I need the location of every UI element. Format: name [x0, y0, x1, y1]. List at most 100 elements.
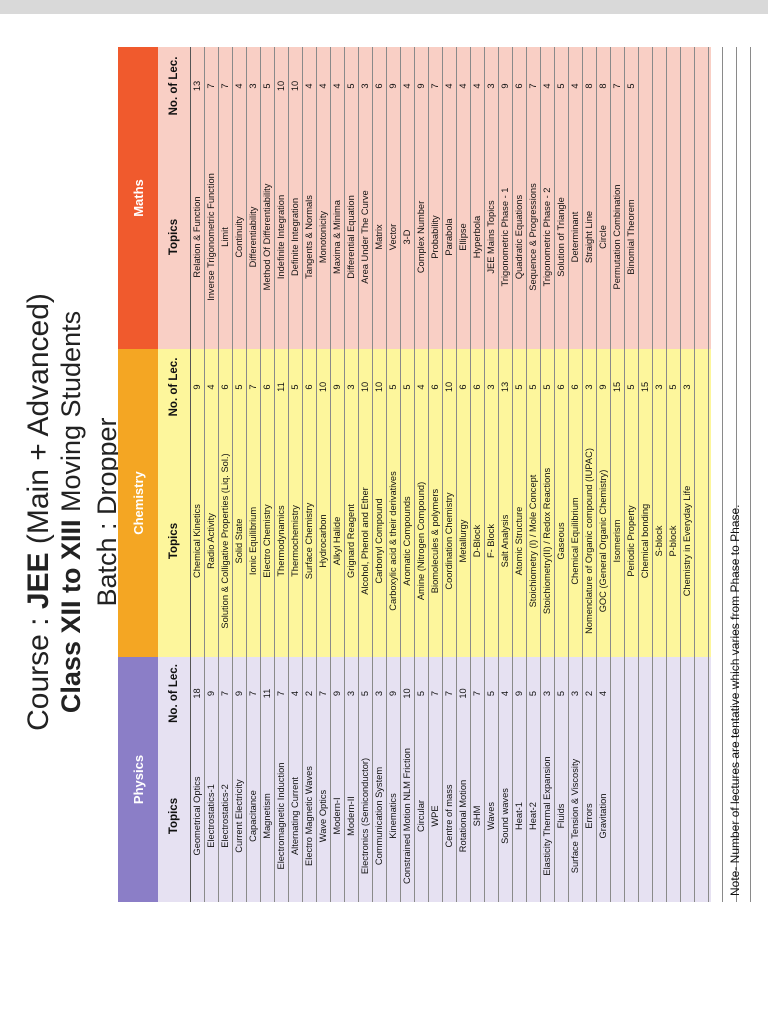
- chemistry-lectures-cell: 5: [290, 384, 300, 390]
- physics-table-row: Errors 2: [583, 657, 597, 902]
- chemistry-topic-cell: Alcohol, Phenol and Ether: [360, 487, 370, 595]
- physics-table-row: Modern-I 9: [331, 657, 345, 902]
- chemistry-table-row: Stoichiometry(II) / Redox Reactions 5: [541, 349, 555, 657]
- chemistry-lectures-cell: 3: [654, 384, 664, 390]
- chemistry-table-row: [709, 349, 723, 657]
- chemistry-lectures-cell: 5: [626, 384, 636, 390]
- maths-table-row: Inverse Trigonometric Function 7: [205, 47, 219, 349]
- maths-table-row: Quadratic Equations 6: [513, 47, 527, 349]
- chemistry-lectures-cell: 10: [318, 381, 328, 393]
- maths-lectures-cell: 6: [374, 83, 384, 89]
- maths-table-row: Relation & Function 13: [191, 47, 205, 349]
- maths-topic-cell: 3-D: [402, 229, 412, 245]
- chemistry-table-row: F- Block 3: [485, 349, 499, 657]
- physics-table-row: Kinematics 9: [387, 657, 401, 902]
- physics-table-row: [709, 657, 723, 902]
- maths-topic-cell: Indefinite Integration: [276, 194, 286, 280]
- chemistry-table-row: [695, 349, 709, 657]
- maths-topic-cell: Method Of Differentiability: [262, 183, 272, 291]
- chemistry-topic-cell: Carbonyl Compound: [374, 498, 384, 584]
- physics-table-row: [681, 657, 695, 902]
- chemistry-lectures-cell: 6: [220, 384, 230, 390]
- physics-lectures-cell: 2: [304, 690, 314, 697]
- physics-topic-cell: Geometrical Optics: [192, 776, 202, 856]
- chemistry-topic-cell: Metallurgy: [458, 519, 468, 563]
- chemistry-table-row: Radio Activity 4: [205, 349, 219, 657]
- physics-topic-cell: Surface Tension & Viscosity: [570, 758, 580, 874]
- physics-table-row: Communication System 3: [373, 657, 387, 902]
- course-name: JEE: [22, 552, 55, 610]
- maths-topic-cell: Continuity: [234, 216, 244, 258]
- chemistry-table-row: D-Block 6: [471, 349, 485, 657]
- maths-panel: Maths Topics No. of Lec. Relation & Func…: [118, 47, 751, 349]
- physics-topic-cell: Waves: [486, 801, 496, 831]
- physics-topic-cell: Errors: [584, 803, 594, 829]
- chemistry-topic-cell: Solid State: [234, 518, 244, 564]
- maths-lectures-cell: 8: [598, 83, 608, 89]
- chemistry-table-row: Chemical Equilibrium 6: [569, 349, 583, 657]
- maths-topic-cell: Monotonicity: [318, 210, 328, 264]
- maths-table-row: 3-D 4: [401, 47, 415, 349]
- chemistry-topic-cell: Radio Activity: [206, 513, 216, 569]
- chemistry-table-row: Hydrocarbon 10: [317, 349, 331, 657]
- physics-topics-header: Topics: [168, 797, 180, 835]
- maths-column-headers: Topics No. of Lec.: [158, 47, 191, 349]
- chemistry-table-row: Stoichiometry (I) / Mole Concept 5: [527, 349, 541, 657]
- physics-topic-cell: Sound waves: [500, 788, 510, 844]
- chemistry-topic-cell: Amine (Nitrogen Compound): [416, 481, 426, 601]
- physics-table-row: Capacitance 7: [247, 657, 261, 902]
- physics-topic-cell: Electronics (Semiconductor): [360, 757, 370, 875]
- chemistry-lectures-cell: 9: [598, 384, 608, 390]
- maths-topic-cell: Parabola: [444, 218, 454, 256]
- maths-lectures-cell: 4: [458, 83, 468, 89]
- maths-lectures-cell: 5: [262, 83, 272, 89]
- maths-topic-cell: Relation & Function: [192, 196, 202, 278]
- physics-rows: Geometrical Optics 18 Electrostatics-1 9 Ele…: [191, 657, 751, 902]
- physics-lectures-cell: 7: [318, 690, 328, 697]
- chemistry-topic-cell: Electro Chemistry: [262, 504, 272, 578]
- maths-table-row: Limit 7: [219, 47, 233, 349]
- maths-lectures-cell: 9: [388, 83, 398, 89]
- chemistry-table-row: Carbonyl Compound 10: [373, 349, 387, 657]
- chemistry-table-row: Solution & Colligative Properties (Liq. …: [219, 349, 233, 657]
- chemistry-table-row: Amine (Nitrogen Compound) 4: [415, 349, 429, 657]
- maths-lectures-cell: 10: [290, 80, 300, 92]
- physics-table-row: Alternating Current 4: [289, 657, 303, 902]
- physics-table-row: Electrostatics-1 9: [205, 657, 219, 902]
- maths-topic-cell: Sequence & Progressions: [528, 183, 538, 291]
- chemistry-topic-cell: Gaseous: [556, 522, 566, 560]
- chemistry-table-row: Metallurgy 6: [457, 349, 471, 657]
- maths-lectures-cell: 7: [430, 83, 440, 89]
- physics-table-row: [611, 657, 625, 902]
- maths-table-row: Differentiability 3: [247, 47, 261, 349]
- physics-table-row: Sound waves 4: [499, 657, 513, 902]
- chemistry-table-row: Alkyl Halide 9: [331, 349, 345, 657]
- maths-table-row: Probability 7: [429, 47, 443, 349]
- physics-lectures-cell: 7: [472, 690, 482, 697]
- maths-lectures-cell: 9: [416, 83, 426, 89]
- chemistry-lectures-cell: 15: [640, 381, 650, 393]
- maths-table-row: [695, 47, 709, 349]
- maths-lectures-cell: 4: [304, 83, 314, 89]
- chemistry-rows: Chemical Kinetics 9 Radio Activity 4 Solutio…: [191, 349, 751, 657]
- physics-lectures-cell: 2: [584, 690, 594, 697]
- maths-table-row: Method Of Differentiability 5: [261, 47, 275, 349]
- maths-lectures-cell: 4: [318, 83, 328, 89]
- physics-topic-cell: Circular: [416, 799, 426, 833]
- chemistry-topic-cell: Surface Chemistry: [304, 502, 314, 580]
- maths-lectures-cell: 10: [276, 80, 286, 92]
- physics-lectures-cell: 9: [388, 690, 398, 697]
- maths-topic-cell: Limit: [220, 227, 230, 247]
- maths-table-row: Maxima & Minima 4: [331, 47, 345, 349]
- physics-topic-cell: Modern-I: [332, 797, 342, 835]
- chemistry-lectures-cell: 5: [528, 384, 538, 390]
- maths-topic-cell: Maxima & Minima: [332, 200, 342, 274]
- physics-table-row: Electromagnetic Induction 7: [275, 657, 289, 902]
- maths-table-row: [667, 47, 681, 349]
- chemistry-table-row: P-block 5: [667, 349, 681, 657]
- maths-table-row: Differential Equation 5: [345, 47, 359, 349]
- maths-topic-cell: Complex Number: [416, 200, 426, 274]
- physics-table-row: [625, 657, 639, 902]
- physics-topic-cell: Elasticity Thermal Expansion: [542, 756, 552, 876]
- chemistry-topic-cell: Salt Analysis: [500, 514, 510, 568]
